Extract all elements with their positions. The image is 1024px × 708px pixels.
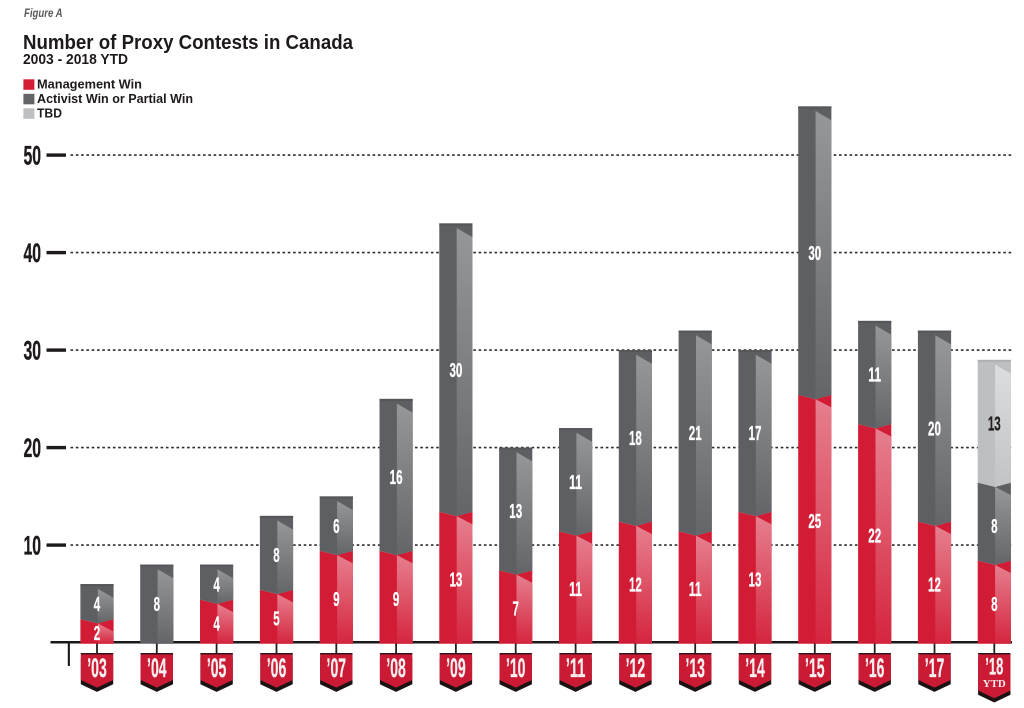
svg-text:’16: ’16 <box>865 653 885 683</box>
svg-text:Number of Proxy Contests in Ca: Number of Proxy Contests in Canada <box>23 31 354 54</box>
svg-text:’10: ’10 <box>506 653 526 683</box>
svg-text:’14: ’14 <box>745 653 765 683</box>
svg-text:’15: ’15 <box>805 653 825 683</box>
svg-text:YTD: YTD <box>983 679 1006 690</box>
svg-text:22: 22 <box>868 525 881 548</box>
svg-text:’08: ’08 <box>386 653 406 683</box>
svg-text:13: 13 <box>509 500 522 523</box>
svg-text:20: 20 <box>24 433 42 463</box>
svg-text:’18: ’18 <box>985 654 1003 681</box>
svg-text:’09: ’09 <box>446 653 466 683</box>
svg-text:8: 8 <box>991 593 997 616</box>
svg-text:’11: ’11 <box>566 653 586 683</box>
svg-text:Management Win: Management Win <box>37 78 142 92</box>
svg-text:’17: ’17 <box>925 653 945 683</box>
svg-text:’06: ’06 <box>267 653 287 683</box>
svg-text:8: 8 <box>991 515 997 538</box>
svg-text:7: 7 <box>513 598 519 621</box>
svg-text:11: 11 <box>569 578 582 601</box>
svg-text:50: 50 <box>24 140 42 170</box>
svg-text:12: 12 <box>629 573 642 596</box>
svg-text:21: 21 <box>689 422 702 445</box>
svg-text:’04: ’04 <box>147 653 167 683</box>
svg-text:25: 25 <box>808 510 821 533</box>
svg-text:13: 13 <box>988 412 1001 435</box>
svg-text:2003 - 2018 YTD: 2003 - 2018 YTD <box>23 52 128 68</box>
svg-text:16: 16 <box>390 466 403 489</box>
svg-text:5: 5 <box>273 607 279 630</box>
svg-text:18: 18 <box>629 427 642 450</box>
svg-text:30: 30 <box>808 242 821 265</box>
svg-text:4: 4 <box>213 612 220 635</box>
svg-text:20: 20 <box>928 417 941 440</box>
svg-text:8: 8 <box>154 593 160 616</box>
svg-text:30: 30 <box>449 359 462 382</box>
svg-text:’07: ’07 <box>327 653 347 683</box>
svg-text:9: 9 <box>393 588 399 611</box>
svg-text:30: 30 <box>24 335 42 365</box>
svg-text:’12: ’12 <box>626 653 646 683</box>
svg-text:10: 10 <box>24 530 42 560</box>
svg-text:Activist Win or Partial Win: Activist Win or Partial Win <box>37 92 193 106</box>
svg-text:8: 8 <box>273 544 279 567</box>
svg-text:11: 11 <box>569 471 582 494</box>
svg-text:6: 6 <box>333 515 339 538</box>
svg-text:’13: ’13 <box>685 653 705 683</box>
svg-text:’03: ’03 <box>87 653 107 683</box>
svg-text:40: 40 <box>24 238 42 268</box>
svg-text:TBD: TBD <box>37 107 62 121</box>
svg-text:13: 13 <box>749 568 762 591</box>
svg-text:’05: ’05 <box>207 653 227 683</box>
svg-text:12: 12 <box>928 573 941 596</box>
svg-text:2: 2 <box>94 622 100 645</box>
svg-text:11: 11 <box>689 578 702 601</box>
svg-text:11: 11 <box>868 364 881 387</box>
svg-text:4: 4 <box>213 573 220 596</box>
svg-text:9: 9 <box>333 588 339 611</box>
svg-text:17: 17 <box>749 422 762 445</box>
svg-text:4: 4 <box>94 593 101 616</box>
svg-text:13: 13 <box>449 568 462 591</box>
svg-text:Figure A: Figure A <box>24 8 63 20</box>
